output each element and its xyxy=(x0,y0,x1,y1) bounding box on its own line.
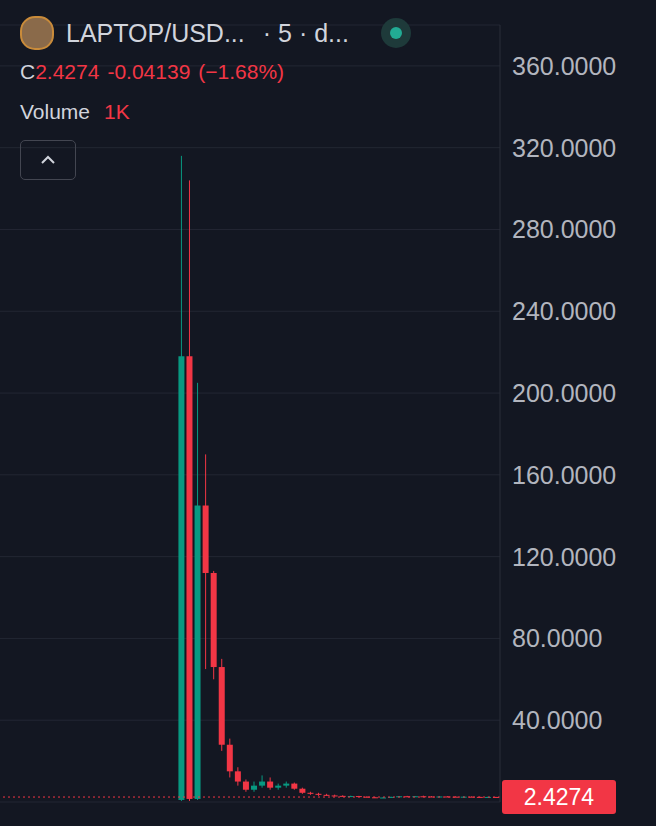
html-text:Volume: Volume xyxy=(20,100,90,123)
svg-text:120.0000: 120.0000 xyxy=(512,543,616,571)
svg-text:240.0000: 240.0000 xyxy=(512,297,616,325)
svg-text:80.0000: 80.0000 xyxy=(512,624,602,652)
html-text:C 2.4274 -0.04139 (−1.68%): C 2.4274 -0.04139 (−1.68%) xyxy=(20,60,285,83)
html-text:· 5 · d...: · 5 · d... xyxy=(262,18,349,47)
svg-text:360.0000: 360.0000 xyxy=(512,52,616,80)
svg-text:2.4274: 2.4274 xyxy=(524,784,595,810)
html-text:1K: 1K xyxy=(104,100,130,123)
html-text:LAPTOP/USD...: LAPTOP/USD... xyxy=(66,18,245,47)
svg-text:320.0000: 320.0000 xyxy=(512,134,616,162)
svg-text:40.0000: 40.0000 xyxy=(512,706,602,734)
svg-text:160.0000: 160.0000 xyxy=(512,461,616,489)
svg-text:280.0000: 280.0000 xyxy=(512,215,616,243)
svg-text:200.0000: 200.0000 xyxy=(512,379,616,407)
